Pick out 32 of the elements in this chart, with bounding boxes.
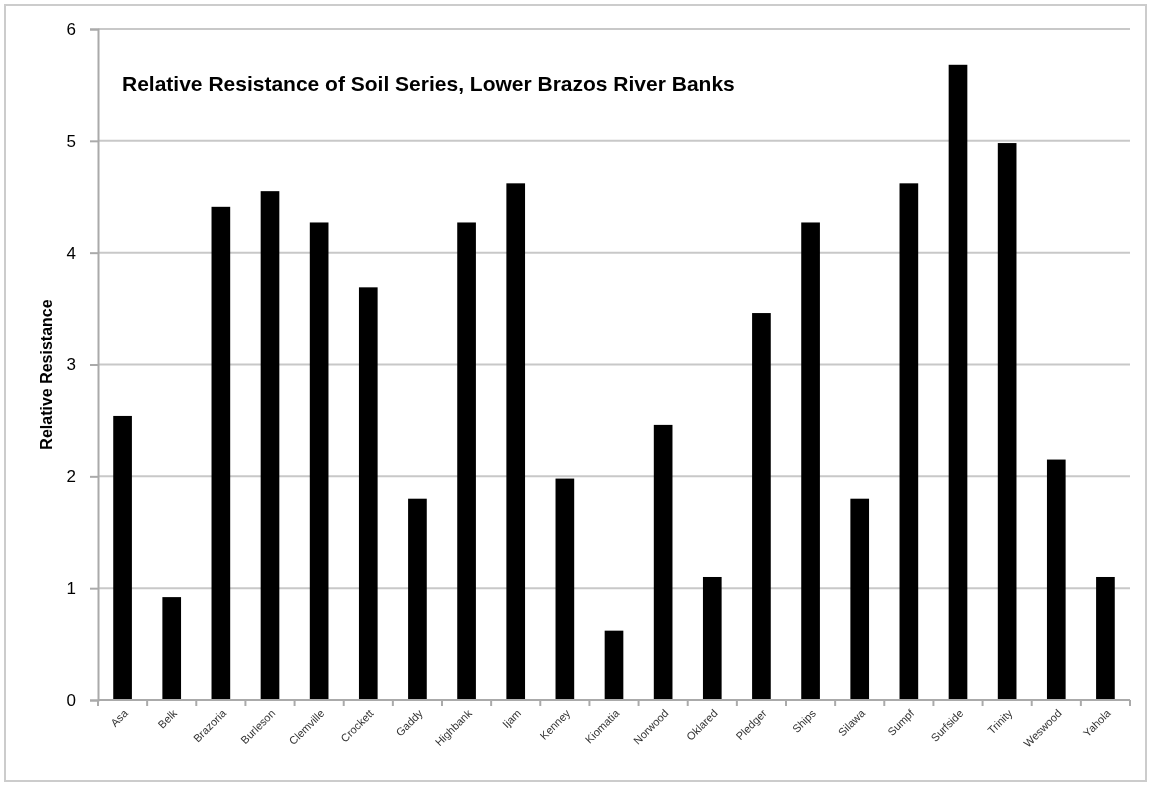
- y-tick-label: 3: [66, 355, 76, 375]
- bar: [457, 222, 476, 700]
- y-tick-label: 0: [66, 690, 76, 710]
- bar: [555, 478, 575, 700]
- bar: [899, 183, 919, 700]
- x-tick-label: Asa: [108, 706, 131, 729]
- bar: [1096, 576, 1115, 700]
- bar: [801, 222, 820, 700]
- y-tick-label: 6: [66, 19, 76, 39]
- y-tick-label: 4: [66, 243, 76, 263]
- bar: [162, 597, 182, 700]
- bar: [752, 313, 771, 700]
- y-tick-label: 5: [66, 131, 76, 151]
- bar: [408, 498, 427, 700]
- bar: [702, 576, 722, 700]
- bar: [604, 630, 624, 700]
- bar: [997, 143, 1017, 700]
- bar: [948, 64, 968, 700]
- bar: [260, 191, 280, 700]
- bar: [113, 415, 132, 700]
- bar: [653, 424, 673, 700]
- bar: [309, 222, 329, 700]
- y-axis-title: Relative Resistance: [38, 299, 55, 450]
- text: Relative Resistance of Soil Series, Lower Brazos River Banks: [122, 72, 735, 95]
- bar: [506, 183, 526, 700]
- bar: [358, 287, 378, 700]
- y-tick-label: 2: [66, 467, 76, 487]
- y-tick-label: 1: [66, 579, 76, 599]
- bar: [850, 498, 870, 700]
- bar: [211, 206, 231, 700]
- bar: [1046, 459, 1066, 700]
- x-tick-label: Ijam: [499, 706, 524, 731]
